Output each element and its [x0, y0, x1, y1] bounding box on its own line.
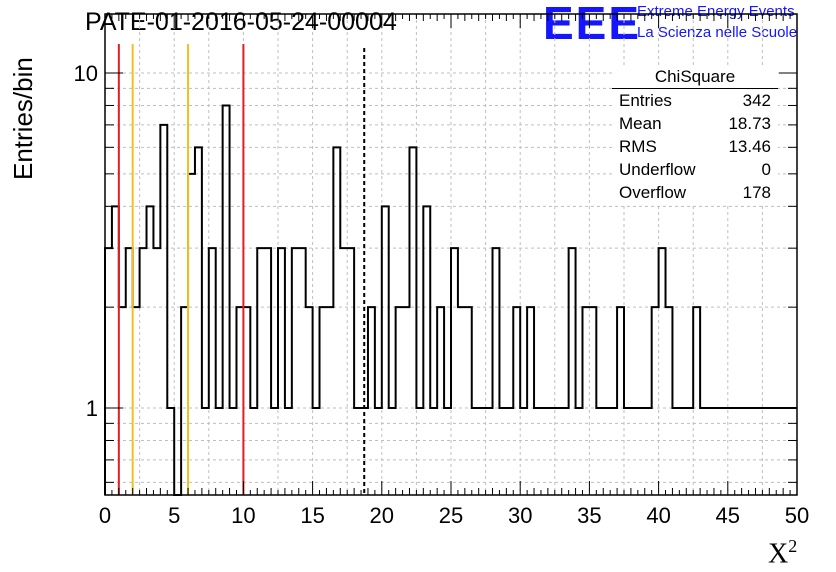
- stats-row: Underflow 0: [612, 158, 778, 181]
- page-title: PATE-01-2016-05-24-00004: [85, 8, 397, 36]
- x-tick-label: 45: [716, 503, 740, 528]
- y-tick-label: 10: [74, 61, 98, 86]
- stats-value: 18.73: [728, 114, 771, 133]
- x-tick-label: 35: [577, 503, 601, 528]
- x-tick-label: 25: [439, 503, 463, 528]
- x-tick-label: 15: [300, 503, 324, 528]
- logo-line-2: La Scienza nelle Scuole: [637, 24, 798, 41]
- eee-logo-mark: EEE: [543, 0, 642, 49]
- stats-value: 178: [742, 183, 771, 202]
- stats-row: RMS 13.46: [612, 135, 778, 158]
- x-tick-label: 0: [99, 503, 111, 528]
- stats-value: 13.46: [728, 137, 771, 156]
- stats-label: RMS: [619, 137, 657, 156]
- stats-row: Entries 342: [612, 89, 778, 112]
- stats-title: ChiSquare: [612, 66, 778, 89]
- stats-label: Entries: [619, 91, 672, 110]
- x-tick-label: 40: [646, 503, 670, 528]
- x-tick-label: 10: [231, 503, 255, 528]
- stats-value: 0: [761, 160, 771, 179]
- x-tick-label: 30: [508, 503, 532, 528]
- x-tick-label: 5: [168, 503, 180, 528]
- stats-label: Mean: [619, 114, 662, 133]
- stats-value: 342: [742, 91, 771, 110]
- x-tick-label: 50: [785, 503, 809, 528]
- stats-label: Underflow: [619, 160, 696, 179]
- stats-label: Overflow: [619, 183, 687, 202]
- x-tick-label: 20: [370, 503, 394, 528]
- x-axis-label: X2: [768, 536, 798, 570]
- histogram-series: [104, 104, 797, 496]
- y-tick-label: 1: [86, 396, 98, 421]
- stats-box: ChiSquare Entries 342 Mean 18.73 RMS 13.…: [612, 66, 778, 204]
- stats-row: Mean 18.73: [612, 112, 778, 135]
- stats-row: Overflow 178: [612, 181, 778, 204]
